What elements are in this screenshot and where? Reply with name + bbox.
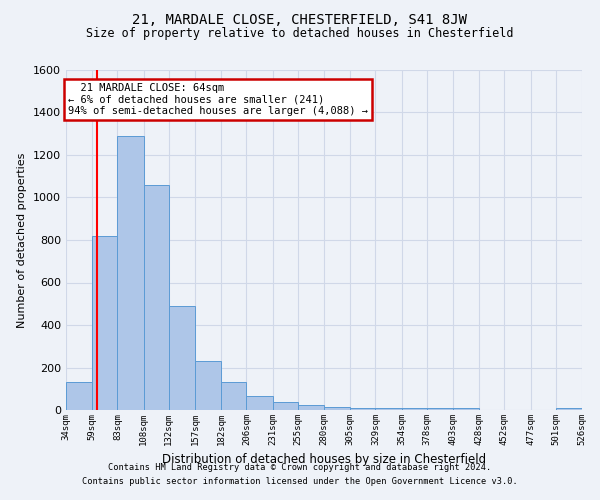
Text: Size of property relative to detached houses in Chesterfield: Size of property relative to detached ho…	[86, 28, 514, 40]
Bar	[298, 404, 324, 410]
Bar	[453, 408, 479, 410]
Bar	[247, 396, 272, 410]
Bar	[169, 306, 195, 410]
Text: Contains HM Land Registry data © Crown copyright and database right 2024.: Contains HM Land Registry data © Crown c…	[109, 464, 491, 472]
Bar	[221, 382, 247, 410]
Bar	[92, 236, 118, 410]
Bar	[350, 408, 376, 410]
Bar	[427, 408, 453, 410]
Text: 21, MARDALE CLOSE, CHESTERFIELD, S41 8JW: 21, MARDALE CLOSE, CHESTERFIELD, S41 8JW	[133, 12, 467, 26]
Bar	[401, 408, 427, 410]
Bar	[118, 136, 143, 410]
Bar	[143, 184, 169, 410]
Y-axis label: Number of detached properties: Number of detached properties	[17, 152, 28, 328]
Bar	[66, 382, 92, 410]
Text: Contains public sector information licensed under the Open Government Licence v3: Contains public sector information licen…	[82, 477, 518, 486]
X-axis label: Distribution of detached houses by size in Chesterfield: Distribution of detached houses by size …	[162, 454, 486, 466]
Text: 21 MARDALE CLOSE: 64sqm  
← 6% of detached houses are smaller (241)
94% of semi-: 21 MARDALE CLOSE: 64sqm ← 6% of detached…	[68, 82, 368, 116]
Bar	[376, 408, 401, 410]
Bar	[272, 402, 298, 410]
Bar	[556, 408, 582, 410]
Bar	[195, 361, 221, 410]
Bar	[324, 407, 350, 410]
